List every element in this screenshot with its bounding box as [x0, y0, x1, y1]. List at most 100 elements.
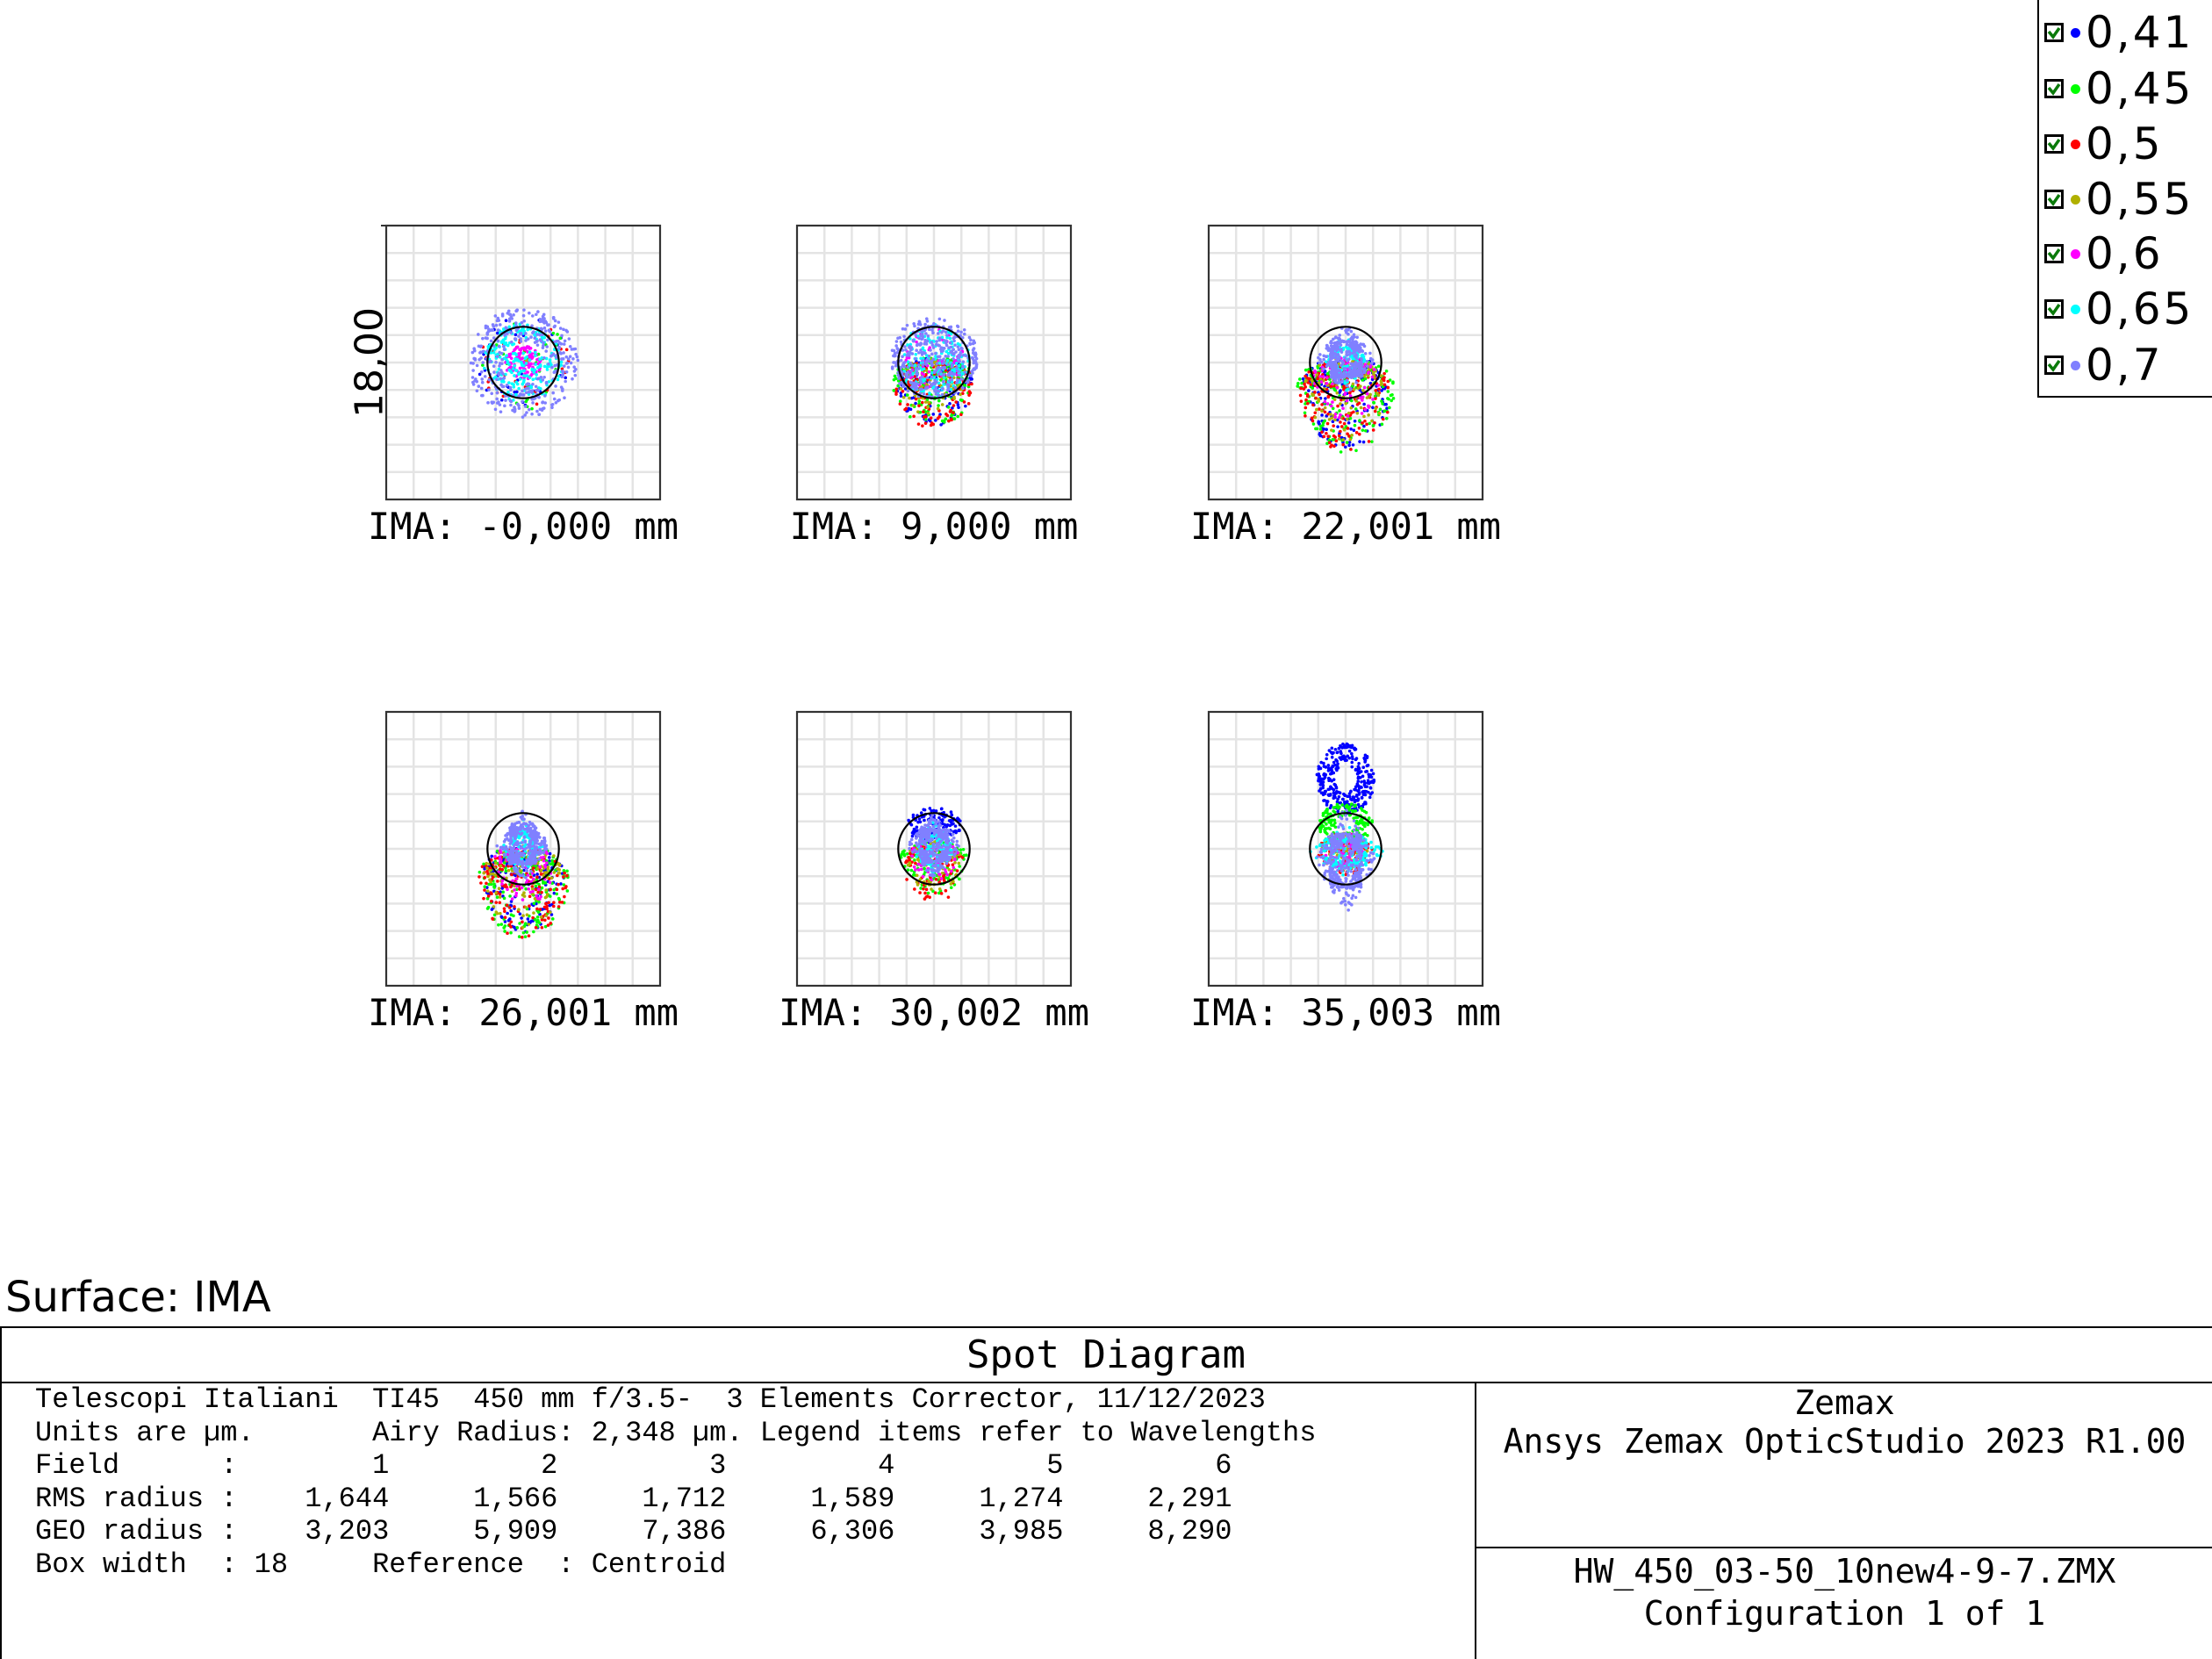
spot-point — [507, 906, 512, 909]
spot-point — [1325, 442, 1329, 446]
spot-point — [892, 348, 896, 353]
spot-point — [903, 327, 908, 331]
spot-point — [1347, 434, 1351, 438]
spot-point — [549, 876, 554, 880]
spot-point — [966, 402, 971, 406]
spot-point — [1307, 370, 1311, 374]
spot-point — [524, 391, 528, 395]
spot-point — [902, 353, 907, 356]
spot-point — [1325, 371, 1330, 376]
spot-point — [952, 339, 956, 343]
spot-point — [1391, 380, 1395, 384]
spot-point — [1331, 406, 1335, 411]
spot-point — [548, 903, 552, 908]
spot-point — [923, 328, 926, 333]
spot-point — [969, 338, 973, 342]
spot-point — [520, 328, 523, 332]
spot-point — [966, 380, 970, 384]
spot-point — [527, 365, 531, 370]
spot-point — [1363, 377, 1368, 381]
spot-point — [1338, 334, 1342, 337]
spot-point — [521, 389, 524, 393]
spot-point — [536, 310, 540, 313]
spot-point — [497, 344, 501, 348]
spot-point — [552, 854, 556, 858]
spot-point — [1304, 402, 1307, 406]
spot-point — [505, 384, 509, 387]
spot-point — [510, 833, 514, 837]
spot-point — [494, 343, 499, 347]
spot-point — [492, 348, 497, 352]
spot-point — [507, 859, 512, 863]
spot-point — [1354, 449, 1358, 453]
spot-point — [523, 374, 528, 378]
spot-point — [530, 406, 534, 411]
spot-point — [497, 400, 500, 404]
spot-point — [915, 367, 918, 370]
spot-point — [1311, 403, 1315, 407]
spot-point — [949, 325, 953, 329]
spot-point — [482, 862, 485, 866]
spot-point — [931, 346, 936, 349]
spot-point — [539, 843, 542, 847]
spot-point — [1380, 389, 1383, 392]
spot-point — [514, 328, 519, 333]
spot-point — [500, 882, 504, 886]
spot-point — [540, 890, 543, 894]
spot-box-field-5 — [795, 710, 1073, 988]
spot-point — [560, 375, 564, 379]
spot-point — [535, 920, 539, 924]
spot-point — [504, 342, 507, 347]
spot-point — [1359, 342, 1362, 346]
spot-point — [557, 882, 560, 887]
spot-point — [1335, 385, 1339, 390]
spot-diagram-plot — [381, 224, 1484, 988]
spot-point — [1305, 392, 1310, 397]
spot-point — [910, 381, 915, 385]
spot-point — [1313, 369, 1317, 373]
spot-point — [1301, 377, 1305, 381]
spot-point — [492, 325, 496, 328]
spot-point — [914, 401, 917, 406]
spot-point — [492, 905, 496, 908]
spot-point — [923, 322, 927, 327]
spot-point — [535, 875, 539, 880]
spot-point — [936, 406, 940, 411]
spot-point — [514, 347, 518, 350]
spot-point — [535, 339, 539, 343]
spot-point — [500, 357, 504, 362]
spot-point — [959, 392, 962, 397]
spot-point — [939, 807, 944, 811]
spot-point — [557, 320, 561, 324]
spot-point — [521, 393, 526, 397]
spot-point — [492, 370, 496, 374]
spot-point — [902, 334, 906, 339]
spot-point — [489, 882, 493, 887]
spot-point — [1356, 347, 1360, 351]
spot-point — [562, 869, 566, 873]
spot-point — [937, 415, 941, 419]
spot-point — [498, 364, 501, 368]
spot-point — [923, 818, 926, 822]
spot-point — [565, 873, 569, 878]
spot-point — [524, 905, 528, 909]
spot-point — [1370, 375, 1375, 379]
spot-point — [933, 378, 937, 383]
spot-point — [532, 858, 536, 863]
spot-point — [495, 911, 499, 916]
spot-point — [509, 399, 514, 404]
spot-point — [1349, 406, 1354, 410]
spot-point — [502, 852, 506, 857]
spot-point — [946, 355, 950, 358]
spot-point — [906, 365, 909, 370]
spot-point — [486, 872, 490, 876]
spot-point — [526, 917, 530, 921]
spot-point — [525, 386, 529, 391]
spot-point — [1386, 390, 1390, 393]
spot-point — [543, 924, 548, 929]
spot-point — [480, 865, 485, 869]
spot-point — [937, 338, 942, 342]
spot-point — [503, 930, 506, 933]
spot-point — [492, 364, 496, 368]
spot-point — [535, 896, 540, 901]
